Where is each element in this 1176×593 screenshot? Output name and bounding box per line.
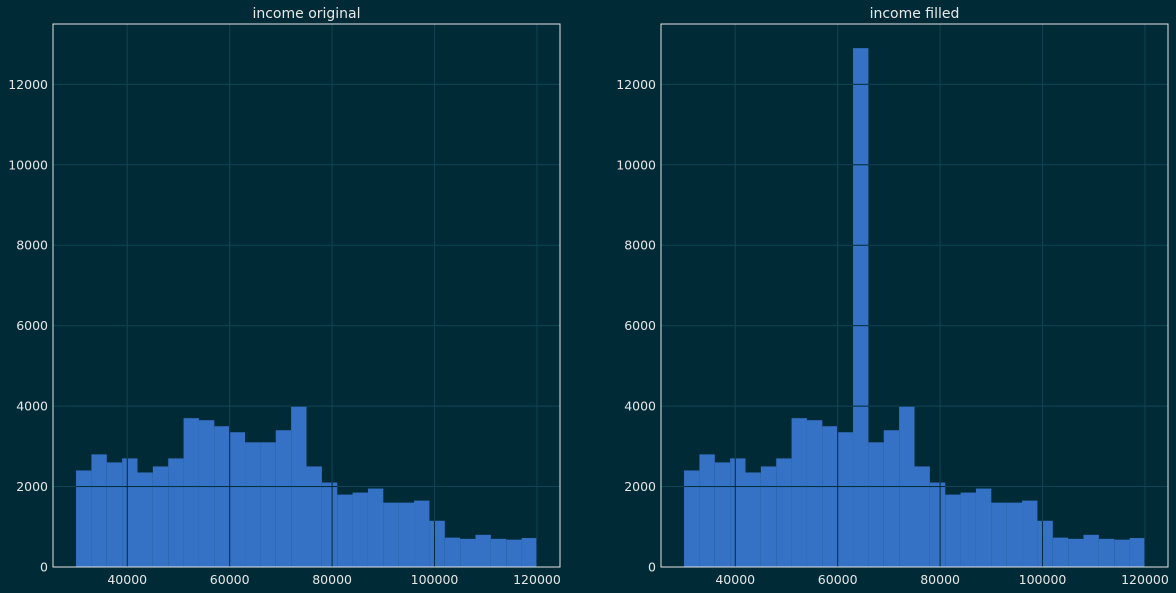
income-filled-bar (1037, 520, 1053, 567)
income-original-bar (398, 502, 415, 567)
income-original-bar (337, 494, 353, 567)
income-filled-x-tick-labels: 40000 60000 80000 100000 120000 (715, 572, 1168, 587)
income-filled-bar (806, 420, 823, 567)
income-filled-y-tick-label: 10000 (616, 157, 656, 172)
income-filled-bar (975, 488, 992, 567)
income-original-bar (152, 466, 169, 567)
income-original-bar (198, 420, 215, 567)
income-original-bar (444, 537, 461, 567)
income-filled-x-tick-label: 120000 (1121, 572, 1169, 587)
income-filled-bar (837, 432, 854, 567)
income-filled-bar (960, 492, 976, 567)
income-original-axes-frame (52, 23, 561, 568)
income-filled-bar (853, 48, 869, 567)
income-original-y-tick-label: 12000 (8, 77, 48, 92)
income-original-y-tick-label: 8000 (16, 238, 48, 253)
income-filled-bar (760, 466, 777, 567)
income-filled-bar (914, 466, 930, 567)
income-original-bar (460, 538, 476, 567)
income-filled-y-tick-label: 4000 (624, 399, 656, 414)
income-filled-bar (1006, 502, 1023, 567)
income-filled-x-tick-label: 60000 (818, 572, 858, 587)
income-original-bar (229, 432, 246, 567)
income-filled-bar (945, 494, 961, 567)
income-filled-title: income filled (870, 6, 960, 22)
income-filled-bar (745, 472, 761, 567)
income-original-grid-over-bars (76, 405, 538, 567)
income-original-bar (367, 488, 384, 567)
income-original-bar (168, 458, 184, 567)
income-filled-y-tick-label: 8000 (624, 238, 656, 253)
income-filled-axes-frame (660, 23, 1169, 568)
income-original-bar (414, 500, 430, 567)
income-original-bar (122, 458, 138, 567)
income-filled-bar (714, 462, 731, 567)
income-original-x-tick-label: 100000 (411, 572, 459, 587)
income-original-y-tick-label: 2000 (16, 479, 48, 494)
income-original-y-tick-label: 6000 (16, 318, 48, 333)
income-original-x-tick-label: 60000 (210, 572, 250, 587)
income-filled-bar (1022, 500, 1038, 567)
income-original-bar (506, 539, 522, 567)
income-filled-x-tick-label: 80000 (920, 572, 960, 587)
income-original-y-tick-label: 0 (40, 560, 48, 575)
income-original-x-tick-labels: 40000 60000 80000 100000 120000 (107, 572, 560, 587)
income-filled-y-tick-labels: 0 2000 4000 6000 8000 10000 12000 (616, 77, 656, 575)
income-filled-bar (822, 426, 838, 567)
income-filled-bar (1052, 537, 1069, 567)
income-filled-bar (699, 454, 715, 567)
income-filled-bars (684, 48, 1145, 567)
income-original-bar (306, 466, 322, 567)
income-original-bar (214, 426, 230, 567)
income-original-bar (321, 482, 338, 567)
income-original-bar (383, 502, 399, 567)
income-original-x-tick-label: 40000 (107, 572, 147, 587)
income-original-x-tick-label: 120000 (513, 572, 561, 587)
income-filled-y-tick-label: 2000 (624, 479, 656, 494)
income-filled-bar (1129, 538, 1145, 567)
income-filled-bar (1098, 538, 1115, 567)
income-original-panel: income original 40000 60000 80000 100000 120… (8, 6, 561, 587)
income-filled-bar (730, 458, 746, 567)
income-original-bar (521, 538, 537, 567)
income-original-bar (260, 442, 276, 567)
income-original-bar (91, 454, 107, 567)
income-filled-panel: income filled 40000 60000 80000 100000 12000… (616, 6, 1169, 587)
income-filled-bar (791, 418, 807, 567)
income-filled-x-tick-label: 100000 (1019, 572, 1067, 587)
income-filled-bar (929, 482, 946, 567)
income-original-y-tick-labels: 0 2000 4000 6000 8000 10000 12000 (8, 77, 48, 575)
income-original-bar (275, 430, 292, 567)
income-filled-bar (1068, 538, 1084, 567)
income-filled-y-tick-label: 12000 (616, 77, 656, 92)
income-filled-bar (1083, 534, 1099, 567)
income-original-bar (475, 534, 491, 567)
income-filled-x-tick-label: 40000 (715, 572, 755, 587)
income-filled-bar (1114, 539, 1130, 567)
income-original-bar (245, 442, 261, 567)
income-original-bar (106, 462, 123, 567)
income-original-title: income original (252, 6, 360, 22)
income-original-bar (352, 492, 368, 567)
income-original-y-tick-label: 10000 (8, 157, 48, 172)
income-original-bar (76, 470, 92, 567)
income-filled-bar (868, 442, 884, 567)
income-original-x-tick-label: 80000 (312, 572, 352, 587)
income-filled-bar (684, 470, 700, 567)
income-original-bar (490, 538, 507, 567)
income-original-bars (76, 406, 537, 567)
income-filled-bar (991, 502, 1007, 567)
income-filled-y-tick-label: 6000 (624, 318, 656, 333)
income-original-bar (137, 472, 153, 567)
income-filled-grid-over-bars (684, 83, 1146, 567)
income-filled-bar (883, 430, 900, 567)
income-original-y-tick-label: 4000 (16, 399, 48, 414)
income-filled-bar (776, 458, 792, 567)
income-original-bar (183, 418, 199, 567)
income-filled-y-tick-label: 0 (648, 560, 656, 575)
income-original-bar (429, 520, 445, 567)
